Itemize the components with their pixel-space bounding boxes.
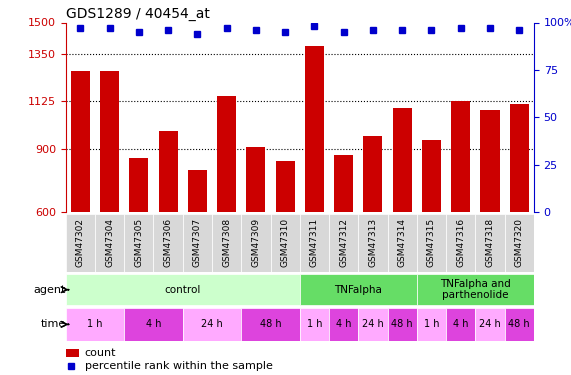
Bar: [329, 214, 359, 272]
Bar: [154, 214, 183, 272]
Text: 4 h: 4 h: [146, 320, 161, 329]
Bar: [276, 161, 295, 212]
Bar: [241, 214, 271, 272]
Bar: [183, 308, 241, 340]
Text: GSM47318: GSM47318: [485, 218, 494, 267]
Text: 1 h: 1 h: [87, 320, 103, 329]
Text: 24 h: 24 h: [201, 320, 223, 329]
Bar: [124, 214, 154, 272]
Bar: [300, 274, 417, 305]
Text: 24 h: 24 h: [362, 320, 384, 329]
Bar: [480, 110, 500, 212]
Bar: [475, 308, 505, 340]
Text: GSM47309: GSM47309: [251, 218, 260, 267]
Text: GSM47306: GSM47306: [163, 218, 172, 267]
Bar: [100, 71, 119, 212]
Text: 24 h: 24 h: [479, 320, 501, 329]
Bar: [188, 170, 207, 212]
Text: TNFalpha and
parthenolide: TNFalpha and parthenolide: [440, 279, 510, 300]
Bar: [212, 214, 241, 272]
Text: agent: agent: [33, 285, 66, 295]
Bar: [393, 108, 412, 212]
Bar: [388, 214, 417, 272]
Bar: [359, 214, 388, 272]
Bar: [417, 308, 446, 340]
Bar: [300, 214, 329, 272]
Text: 1 h: 1 h: [307, 320, 322, 329]
Text: percentile rank within the sample: percentile rank within the sample: [85, 361, 272, 371]
Bar: [124, 308, 183, 340]
Bar: [305, 46, 324, 212]
Text: 4 h: 4 h: [453, 320, 468, 329]
Text: GDS1289 / 40454_at: GDS1289 / 40454_at: [66, 8, 210, 21]
Bar: [129, 158, 148, 212]
Text: GSM47313: GSM47313: [368, 218, 377, 267]
Bar: [66, 214, 95, 272]
Bar: [246, 147, 266, 212]
Bar: [505, 214, 534, 272]
Text: control: control: [164, 285, 201, 295]
Text: GSM47312: GSM47312: [339, 218, 348, 267]
Bar: [417, 274, 534, 305]
Bar: [422, 140, 441, 212]
Bar: [329, 308, 359, 340]
Bar: [363, 136, 383, 212]
Bar: [300, 308, 329, 340]
Bar: [359, 308, 388, 340]
Text: GSM47316: GSM47316: [456, 218, 465, 267]
Text: GSM47302: GSM47302: [76, 218, 85, 267]
Bar: [66, 274, 300, 305]
Text: 48 h: 48 h: [391, 320, 413, 329]
Bar: [334, 155, 353, 212]
Bar: [159, 131, 178, 212]
Bar: [510, 104, 529, 212]
Bar: [217, 96, 236, 212]
Text: 1 h: 1 h: [424, 320, 439, 329]
Text: time: time: [41, 320, 66, 329]
Bar: [475, 214, 505, 272]
Text: GSM47311: GSM47311: [310, 218, 319, 267]
Bar: [451, 101, 471, 212]
Bar: [388, 308, 417, 340]
Bar: [95, 214, 124, 272]
Text: GSM47305: GSM47305: [134, 218, 143, 267]
Text: 48 h: 48 h: [508, 320, 530, 329]
Bar: [71, 71, 90, 212]
Bar: [446, 214, 475, 272]
Bar: [417, 214, 446, 272]
Text: GSM47320: GSM47320: [514, 218, 524, 267]
Text: 4 h: 4 h: [336, 320, 351, 329]
Text: GSM47310: GSM47310: [280, 218, 289, 267]
Bar: [271, 214, 300, 272]
Bar: [183, 214, 212, 272]
Text: GSM47314: GSM47314: [397, 218, 407, 267]
Text: GSM47315: GSM47315: [427, 218, 436, 267]
Bar: [66, 349, 79, 357]
Text: count: count: [85, 348, 116, 358]
Text: 48 h: 48 h: [260, 320, 282, 329]
Bar: [505, 308, 534, 340]
Text: GSM47307: GSM47307: [193, 218, 202, 267]
Text: GSM47304: GSM47304: [105, 218, 114, 267]
Text: TNFalpha: TNFalpha: [335, 285, 382, 295]
Bar: [446, 308, 475, 340]
Bar: [241, 308, 300, 340]
Text: GSM47308: GSM47308: [222, 218, 231, 267]
Bar: [66, 308, 124, 340]
